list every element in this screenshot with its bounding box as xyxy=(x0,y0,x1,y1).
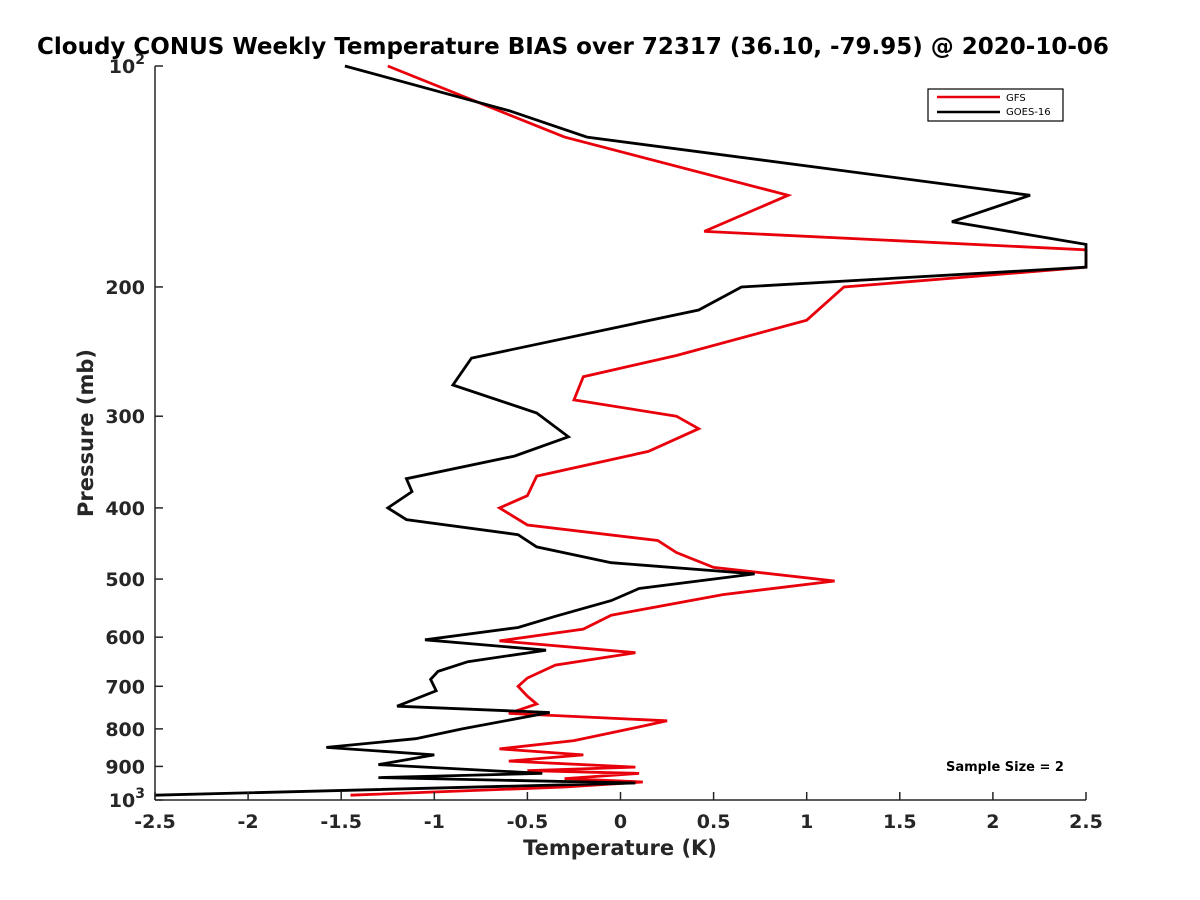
x-tick-label: -1.5 xyxy=(320,811,362,833)
x-tick-label: 2.5 xyxy=(1069,811,1103,833)
y-tick-label: 900 xyxy=(105,756,145,778)
x-axis-title: Temperature (K) xyxy=(523,836,717,860)
y-ticks: 102 200 300 400 500 600 700 800 900 103 xyxy=(105,52,163,812)
x-tick-label: -2.5 xyxy=(134,811,176,833)
y-tick-label: 800 xyxy=(105,719,145,741)
y-tick-label: 103 xyxy=(109,786,145,812)
x-tick-label: 2 xyxy=(986,811,999,833)
x-tick-label: -0.5 xyxy=(507,811,549,833)
x-ticks: -2.5 -2 -1.5 -1 -0.5 0 0.5 1 1.5 2 2.5 xyxy=(134,792,1103,833)
y-tick-label: 200 xyxy=(105,277,145,299)
legend-box xyxy=(927,88,1064,122)
x-tick-label: 1 xyxy=(800,811,813,833)
sample-size-annotation: Sample Size = 2 xyxy=(946,760,1064,775)
y-tick-label: 700 xyxy=(105,676,145,698)
y-tick-label: 600 xyxy=(105,627,145,649)
x-tick-label: -1 xyxy=(424,811,445,833)
x-tick-label: 0.5 xyxy=(697,811,731,833)
series-group xyxy=(154,64,1088,797)
legend: GFS GOES-16 xyxy=(927,88,1064,122)
y-tick-label: 300 xyxy=(105,406,145,428)
x-tick-label: 1.5 xyxy=(883,811,917,833)
plot-area: -2.5 -2 -1.5 -1 -0.5 0 0.5 1 1.5 2 2.5 102 200 300 40… xyxy=(105,52,1103,833)
series-line-goes16 xyxy=(154,64,1088,797)
legend-label-gfs: GFS xyxy=(1006,93,1026,104)
x-tick-label: -2 xyxy=(238,811,259,833)
series-line-gfs xyxy=(350,64,1088,797)
y-axis-title: Pressure (mb) xyxy=(74,349,98,517)
legend-label-goes16: GOES-16 xyxy=(1006,107,1051,118)
x-tick-label: 0 xyxy=(614,811,627,833)
chart-title: Cloudy CONUS Weekly Temperature BIAS ove… xyxy=(37,34,1109,60)
y-tick-label: 400 xyxy=(105,498,145,520)
y-tick-label: 102 xyxy=(109,52,145,78)
y-tick-label: 500 xyxy=(105,569,145,591)
